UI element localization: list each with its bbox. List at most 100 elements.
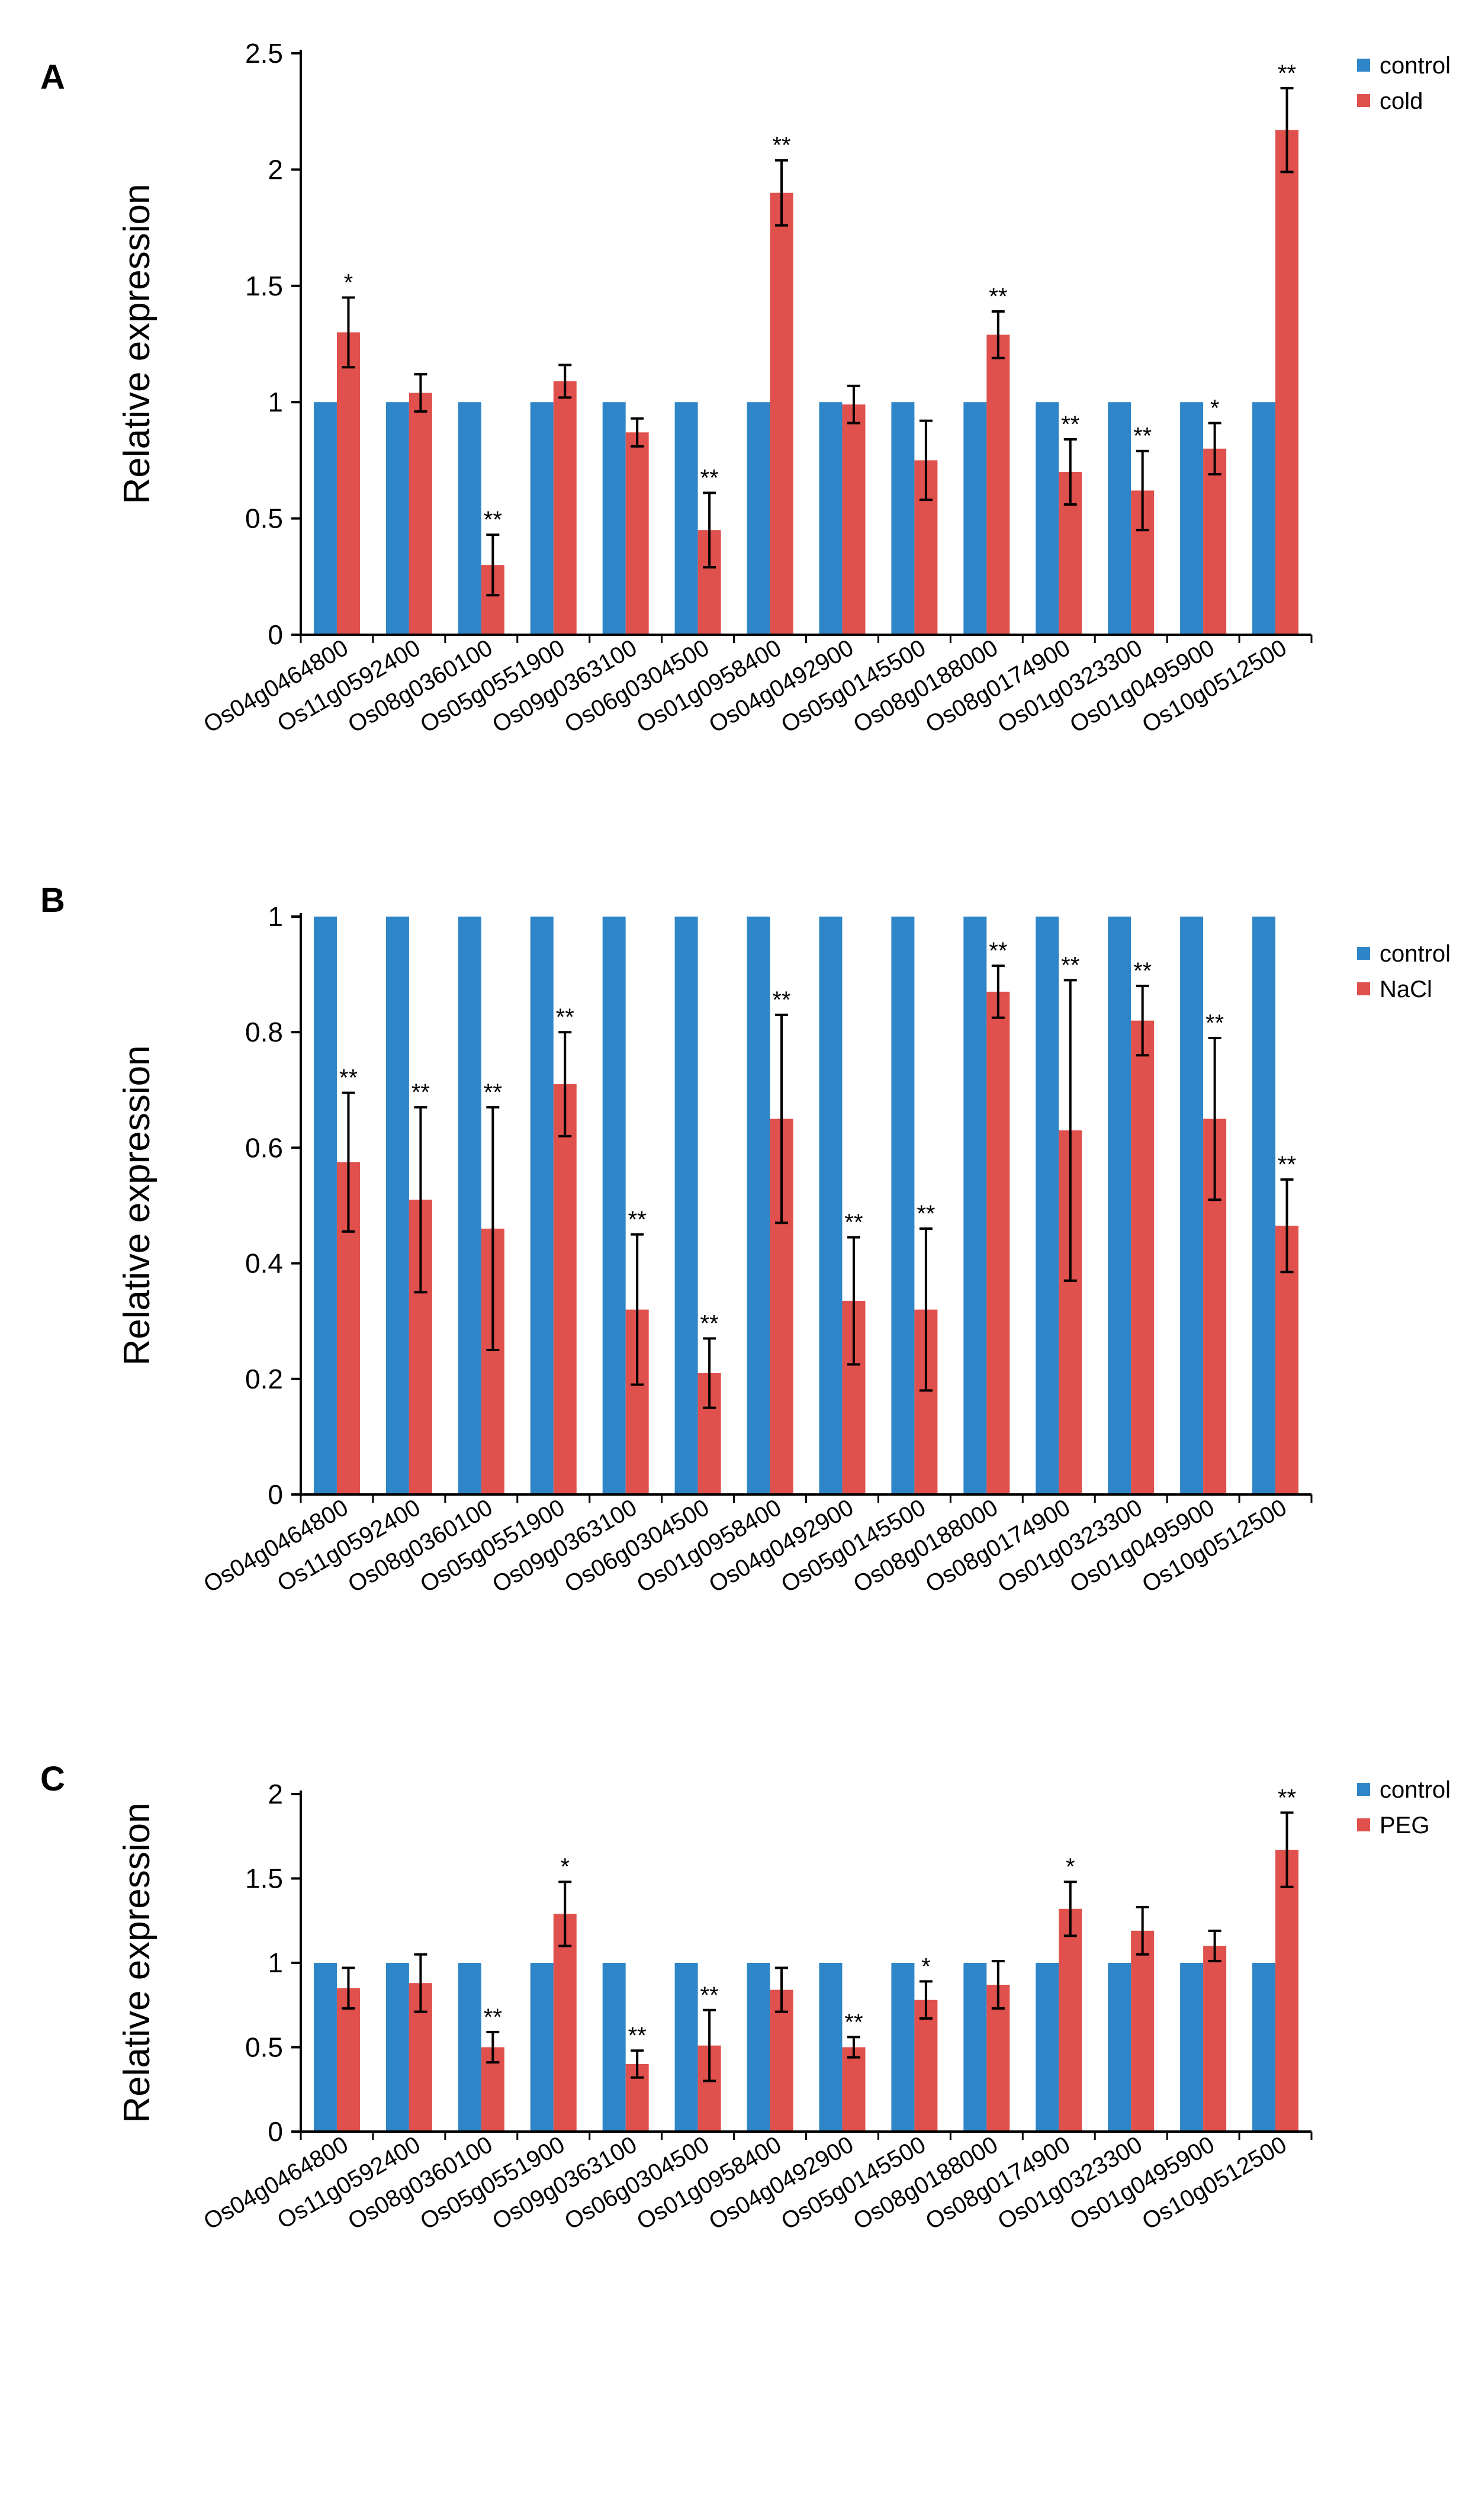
bar-control — [385, 402, 409, 635]
y-tick-label: 1.5 — [245, 1863, 283, 1894]
significance-label: ** — [412, 1079, 430, 1105]
bar-control — [891, 917, 915, 1494]
bar-control — [530, 917, 554, 1494]
bar-treatment — [770, 1989, 793, 2132]
bar-control — [313, 917, 337, 1494]
y-tick-label: 0.5 — [245, 503, 283, 534]
significance-label: * — [1066, 1854, 1075, 1880]
bar-control — [530, 402, 554, 635]
bar-control — [385, 1963, 409, 2132]
significance-label: ** — [1278, 1152, 1296, 1178]
y-tick-label: 0.6 — [245, 1132, 283, 1163]
significance-label: ** — [1278, 1785, 1296, 1811]
significance-label: ** — [700, 1982, 719, 2008]
y-tick-label: 0 — [268, 619, 283, 650]
bar-control — [1252, 402, 1276, 635]
legend-swatch-peg — [1357, 1818, 1370, 1831]
legend-swatch-cold — [1357, 94, 1370, 107]
panel-label: B — [40, 881, 65, 920]
bar-treatment — [1059, 1908, 1082, 2132]
bar-treatment — [336, 332, 360, 635]
bar-treatment — [1203, 448, 1227, 635]
bar-control — [1108, 402, 1131, 635]
bar-control — [1108, 917, 1131, 1494]
significance-label: ** — [700, 1310, 719, 1336]
bar-control — [458, 402, 481, 635]
significance-label: ** — [339, 1065, 358, 1091]
bar-treatment — [1131, 1020, 1155, 1494]
y-tick-label: 2.5 — [245, 38, 283, 69]
bar-control — [602, 402, 626, 635]
bar-treatment — [1275, 130, 1299, 635]
bar-control — [891, 1963, 915, 2132]
bar-control — [674, 917, 698, 1494]
bar-treatment — [986, 335, 1010, 635]
bar-treatment — [986, 991, 1010, 1494]
bar-treatment — [1203, 1946, 1227, 2132]
bar-treatment — [409, 393, 432, 635]
bar-control — [674, 402, 698, 635]
significance-label: ** — [772, 987, 790, 1013]
y-tick-label: 0.2 — [245, 1364, 283, 1394]
legend-label-cold: cold — [1380, 88, 1423, 114]
bar-treatment — [914, 2000, 938, 2132]
y-axis-title: Relative expression — [117, 184, 157, 504]
y-axis-title: Relative expression — [117, 1802, 157, 2123]
bar-control — [1036, 1963, 1059, 2132]
bar-control — [819, 917, 843, 1494]
significance-label: ** — [844, 1210, 863, 1236]
legend-swatch-nacl — [1357, 982, 1370, 995]
bar-control — [963, 917, 987, 1494]
y-tick-label: 0.5 — [245, 2032, 283, 2063]
significance-label: ** — [1061, 412, 1079, 438]
panel-label: C — [40, 1760, 65, 1798]
legend-swatch-control — [1357, 59, 1370, 72]
bar-control — [963, 1963, 987, 2132]
bar-treatment — [336, 1988, 360, 2132]
legend-label-control: control — [1380, 53, 1451, 79]
y-axis-title: Relative expression — [117, 1045, 157, 1365]
bar-control — [1180, 402, 1204, 635]
bar-control — [530, 1963, 554, 2132]
bar-control — [819, 402, 843, 635]
significance-label: ** — [989, 284, 1007, 310]
y-tick-label: 1 — [268, 1947, 283, 1978]
bar-control — [819, 1963, 843, 2132]
bar-control — [747, 402, 770, 635]
bar-treatment — [1275, 1850, 1299, 2132]
bar-control — [313, 402, 337, 635]
legend-swatch-control — [1357, 947, 1370, 960]
significance-label: ** — [484, 507, 502, 533]
y-tick-label: 0 — [268, 2116, 283, 2147]
y-tick-label: 2 — [268, 154, 283, 185]
legend-label-nacl: NaCl — [1380, 976, 1432, 1002]
y-tick-label: 0 — [268, 1479, 283, 1510]
bar-control — [602, 1963, 626, 2132]
significance-label: ** — [1133, 958, 1152, 984]
bar-control — [747, 917, 770, 1494]
significance-label: ** — [484, 2004, 502, 2030]
significance-label: ** — [700, 465, 719, 491]
bar-treatment — [553, 381, 577, 635]
bar-treatment — [553, 1914, 577, 2132]
y-tick-label: 1 — [268, 901, 283, 932]
significance-label: ** — [484, 1079, 502, 1105]
bar-control — [458, 1963, 481, 2132]
significance-label: ** — [628, 1207, 647, 1233]
significance-label: ** — [628, 2023, 647, 2049]
bar-treatment — [842, 404, 866, 635]
significance-label: ** — [772, 133, 790, 159]
bar-treatment — [842, 2047, 866, 2132]
significance-label: ** — [989, 938, 1007, 964]
bar-control — [1252, 1963, 1276, 2132]
legend-label-control: control — [1380, 941, 1451, 967]
y-tick-label: 0.4 — [245, 1248, 283, 1279]
significance-label: ** — [1205, 1010, 1224, 1036]
y-tick-label: 2 — [268, 1779, 283, 1809]
significance-label: ** — [1061, 952, 1079, 978]
significance-label: * — [560, 1854, 570, 1880]
y-tick-label: 1.5 — [245, 271, 283, 301]
legend-label-peg: PEG — [1380, 1812, 1429, 1838]
